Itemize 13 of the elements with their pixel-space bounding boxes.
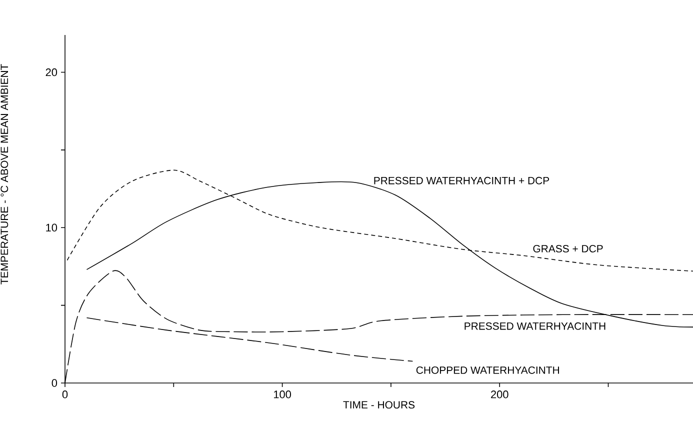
- x-axis-title: TIME - HOURS: [343, 401, 415, 409]
- y-axis-title: TEMPERATURE - °C ABOVE MEAN AMBIENT: [0, 64, 8, 284]
- x-tick-label: 200: [491, 390, 508, 398]
- y-tick-label: 10: [46, 224, 58, 232]
- x-tick-label: 0: [62, 390, 68, 398]
- y-tick-label: 0: [52, 379, 58, 387]
- series-label: PRESSED WATERHYACINTH + DCP: [374, 176, 550, 184]
- x-tick-label: 100: [274, 390, 292, 398]
- series-label: CHOPPED WATERHYACINTH: [416, 366, 559, 374]
- series-label: PRESSED WATERHYACINTH: [464, 322, 606, 330]
- line-series: [86, 317, 414, 362]
- y-tick-label: 20: [46, 68, 58, 76]
- series-label: GRASS + DCP: [533, 245, 603, 252]
